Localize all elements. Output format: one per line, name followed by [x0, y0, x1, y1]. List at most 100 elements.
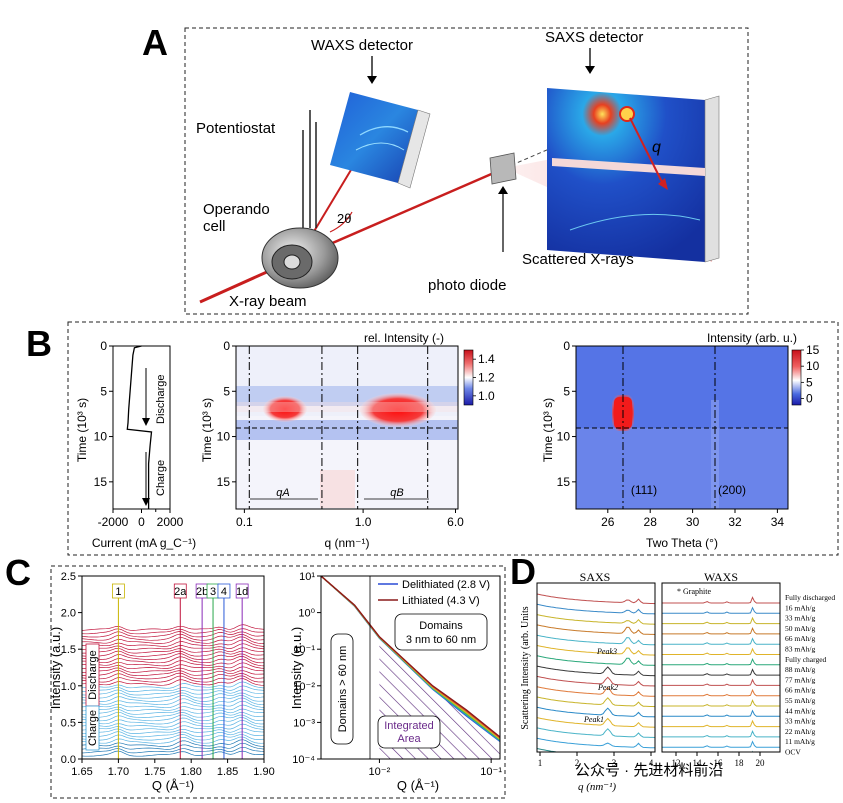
waxs-detector-label: WAXS detector [311, 37, 413, 54]
colorbar-tick-label: 10 [806, 359, 820, 373]
y-tick-label: 10⁻⁴ [292, 754, 315, 766]
waterfall-curve [82, 704, 264, 712]
time-axis-label: Time (10³ s) [200, 398, 214, 462]
panel-letter-d: D [510, 551, 536, 592]
panel-a-frame [184, 27, 749, 315]
state-label: 50 mAh/g [785, 624, 815, 633]
chart-b-waxs-map: 0 5 10 15 26 28 30 32 34 (111) (200) Time (10³ … [541, 331, 820, 550]
waterfall-curve [82, 746, 264, 754]
waterfall-curve [82, 714, 264, 722]
waterfall-curve [82, 643, 264, 650]
peak-200-label: (200) [718, 483, 746, 497]
map-peak-qb [360, 393, 436, 427]
waxs-curve [662, 647, 780, 655]
waterfall-curve [82, 662, 264, 670]
waxs-curve [662, 678, 780, 686]
waxs-curve [662, 616, 780, 625]
saxs-detector-edge [704, 95, 720, 263]
saxs-curve [537, 603, 655, 615]
time-axis-label: Time (10³ s) [541, 398, 555, 462]
waxs-curve [662, 719, 780, 728]
integrated-area-box [377, 715, 441, 749]
y-tick-label: 0 [100, 339, 107, 353]
x-tick-label: 1.75 [144, 766, 165, 778]
state-label: 66 mAh/g [785, 686, 815, 695]
peak-111-label: (111) [631, 483, 657, 497]
state-label: 66 mAh/g [785, 634, 815, 643]
y-tick-label: 0 [563, 339, 570, 353]
waxs-frame [661, 582, 781, 753]
y-tick-label: 5 [563, 384, 570, 398]
waxs-detector-edge [397, 109, 431, 189]
discharge-label: Discharge [155, 374, 167, 424]
colorbar-tick-label: 1.4 [478, 352, 495, 366]
map-peak-qa [263, 396, 307, 422]
x-tick-label: 2000 [157, 515, 184, 529]
xray-beam-label: X-ray beam [229, 293, 307, 310]
saxs-curve [537, 686, 655, 697]
charge-label: Charge [155, 460, 167, 496]
x-tick-label: 0 [138, 515, 145, 529]
state-label: 88 mAh/g [785, 665, 815, 674]
saxs-curve [537, 748, 561, 752]
two-theta-axis-label: Two Theta (°) [646, 536, 718, 550]
colorbar-tick-label: 15 [806, 343, 820, 357]
waterfall-curve [82, 670, 264, 677]
current-axis-label: Current (mA g_C⁻¹) [92, 536, 196, 550]
waterfall-curve [82, 633, 264, 641]
q-axis-label: q (nm⁻¹) [325, 536, 370, 550]
saxs-ring [569, 213, 701, 231]
waterfall-curve [82, 636, 264, 644]
y-tick-label: 1.5 [61, 644, 76, 656]
rel-intensity-label: rel. Intensity (-) [364, 331, 444, 345]
waterfall-curve [82, 750, 264, 757]
saxs-title: SAXS [580, 570, 611, 584]
scattered-xrays-label: Scattered X-rays [522, 251, 634, 268]
waxs-curve [662, 657, 780, 666]
peak-marker-label: 3 [210, 586, 216, 598]
x-axis-label: Q (Å⁻¹) [397, 778, 439, 793]
y-tick-label: 10¹ [299, 571, 315, 583]
waterfall-curve [82, 647, 264, 654]
waxs-detector [330, 92, 418, 183]
saxs-curve [537, 717, 655, 728]
y-tick-label: 10 [94, 430, 108, 444]
peak-marker-box [173, 583, 187, 599]
waterfall-curve [82, 692, 264, 699]
y-axis-label: Intensity (a.u.) [289, 627, 304, 709]
y-tick-label: 10 [557, 430, 571, 444]
chart-b-saxs-map: 0 5 10 15 0.1 1.0 6.0 qA qB Time (10³ s) q (n… [200, 331, 495, 550]
waterfall-curve [82, 653, 264, 660]
domains-range-label: Domains 3 nm to 60 nm [406, 620, 476, 646]
axes-frame [320, 575, 501, 760]
x-tick-label: 0.1 [236, 515, 253, 529]
q-arrowhead [658, 178, 668, 190]
x-tick-label: 28 [644, 515, 658, 529]
operando-cell-window [283, 254, 301, 270]
waterfall-curve [82, 624, 264, 631]
y-tick-label: 15 [557, 475, 571, 489]
domains-gt-label: Domains > 60 nm [337, 646, 349, 733]
waterfall-curve [82, 675, 264, 683]
x-tick-label: 1.80 [180, 766, 201, 778]
waterfall-curve [82, 656, 264, 664]
graphite-note: * Graphite [677, 587, 711, 596]
x-tick-label: 1.85 [217, 766, 238, 778]
waxs-curve [662, 596, 780, 604]
waterfall-curve [82, 628, 264, 635]
saxs-curve [537, 645, 655, 656]
axes-frame [575, 345, 789, 510]
peak-annotation: Peak2 [597, 683, 618, 692]
photo-diode-pointer-head [498, 186, 508, 194]
waterfall-curve [82, 689, 264, 696]
photo-diode [489, 152, 517, 185]
colorbar-intensity [791, 349, 802, 406]
state-label: 22 mAh/g [785, 727, 815, 736]
x-tick-label: 1.0 [355, 515, 372, 529]
x-tick-label: 2 [575, 758, 580, 768]
y-tick-label: 15 [94, 475, 108, 489]
colorbar-tick-label: 1.0 [478, 389, 495, 403]
peak-marker-label: 1 [115, 586, 121, 598]
waxs-curve [751, 750, 754, 752]
